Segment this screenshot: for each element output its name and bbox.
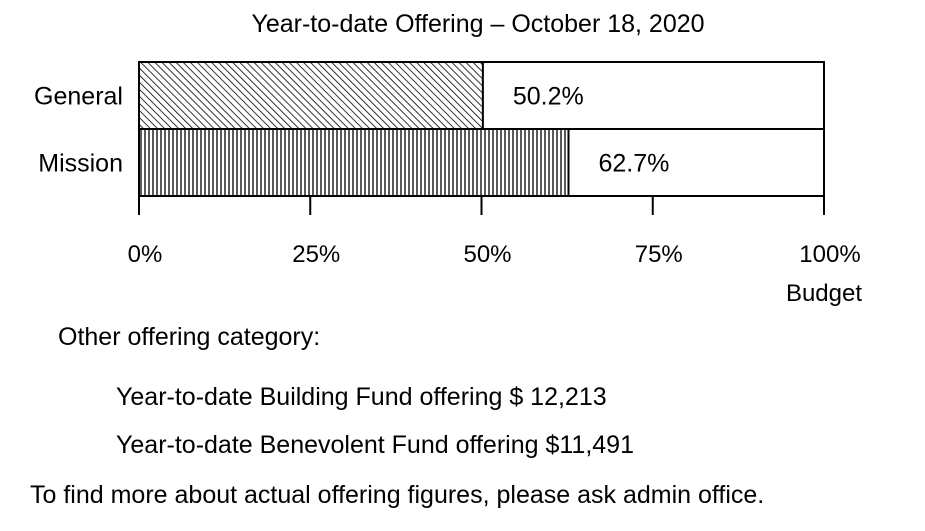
chart-svg: Year-to-date Offering – October 18, 2020… <box>34 10 862 307</box>
x-axis-label: Budget <box>786 280 862 307</box>
value-label-mission: 62.7% <box>598 150 669 178</box>
x-tick-label-0: 0% <box>128 241 163 268</box>
x-tick-label-50: 50% <box>463 241 511 268</box>
x-tick-label-75: 75% <box>635 241 683 268</box>
bar-mission <box>138 128 570 197</box>
offering-chart: Year-to-date Offering – October 18, 2020… <box>34 10 862 307</box>
x-axis: 0% 25% 50% 75% 100% <box>128 197 861 268</box>
building-fund-line: Year-to-date Building Fund offering $ 12… <box>116 383 607 411</box>
chart-title: Year-to-date Offering – October 18, 2020 <box>251 10 704 38</box>
x-tick-label-100: 100% <box>799 241 860 268</box>
value-label-general: 50.2% <box>513 83 584 111</box>
footer-note: To find more about actual offering figur… <box>30 481 765 509</box>
category-label-general: General <box>34 83 123 111</box>
bar-general <box>138 61 484 130</box>
benevolent-fund-line: Year-to-date Benevolent Fund offering $1… <box>116 431 634 459</box>
other-category-heading: Other offering category: <box>58 323 321 351</box>
x-tick-label-25: 25% <box>292 241 340 268</box>
category-label-mission: Mission <box>38 150 123 178</box>
bars-layer: General 50.2% Mission 62.7% <box>34 61 825 197</box>
